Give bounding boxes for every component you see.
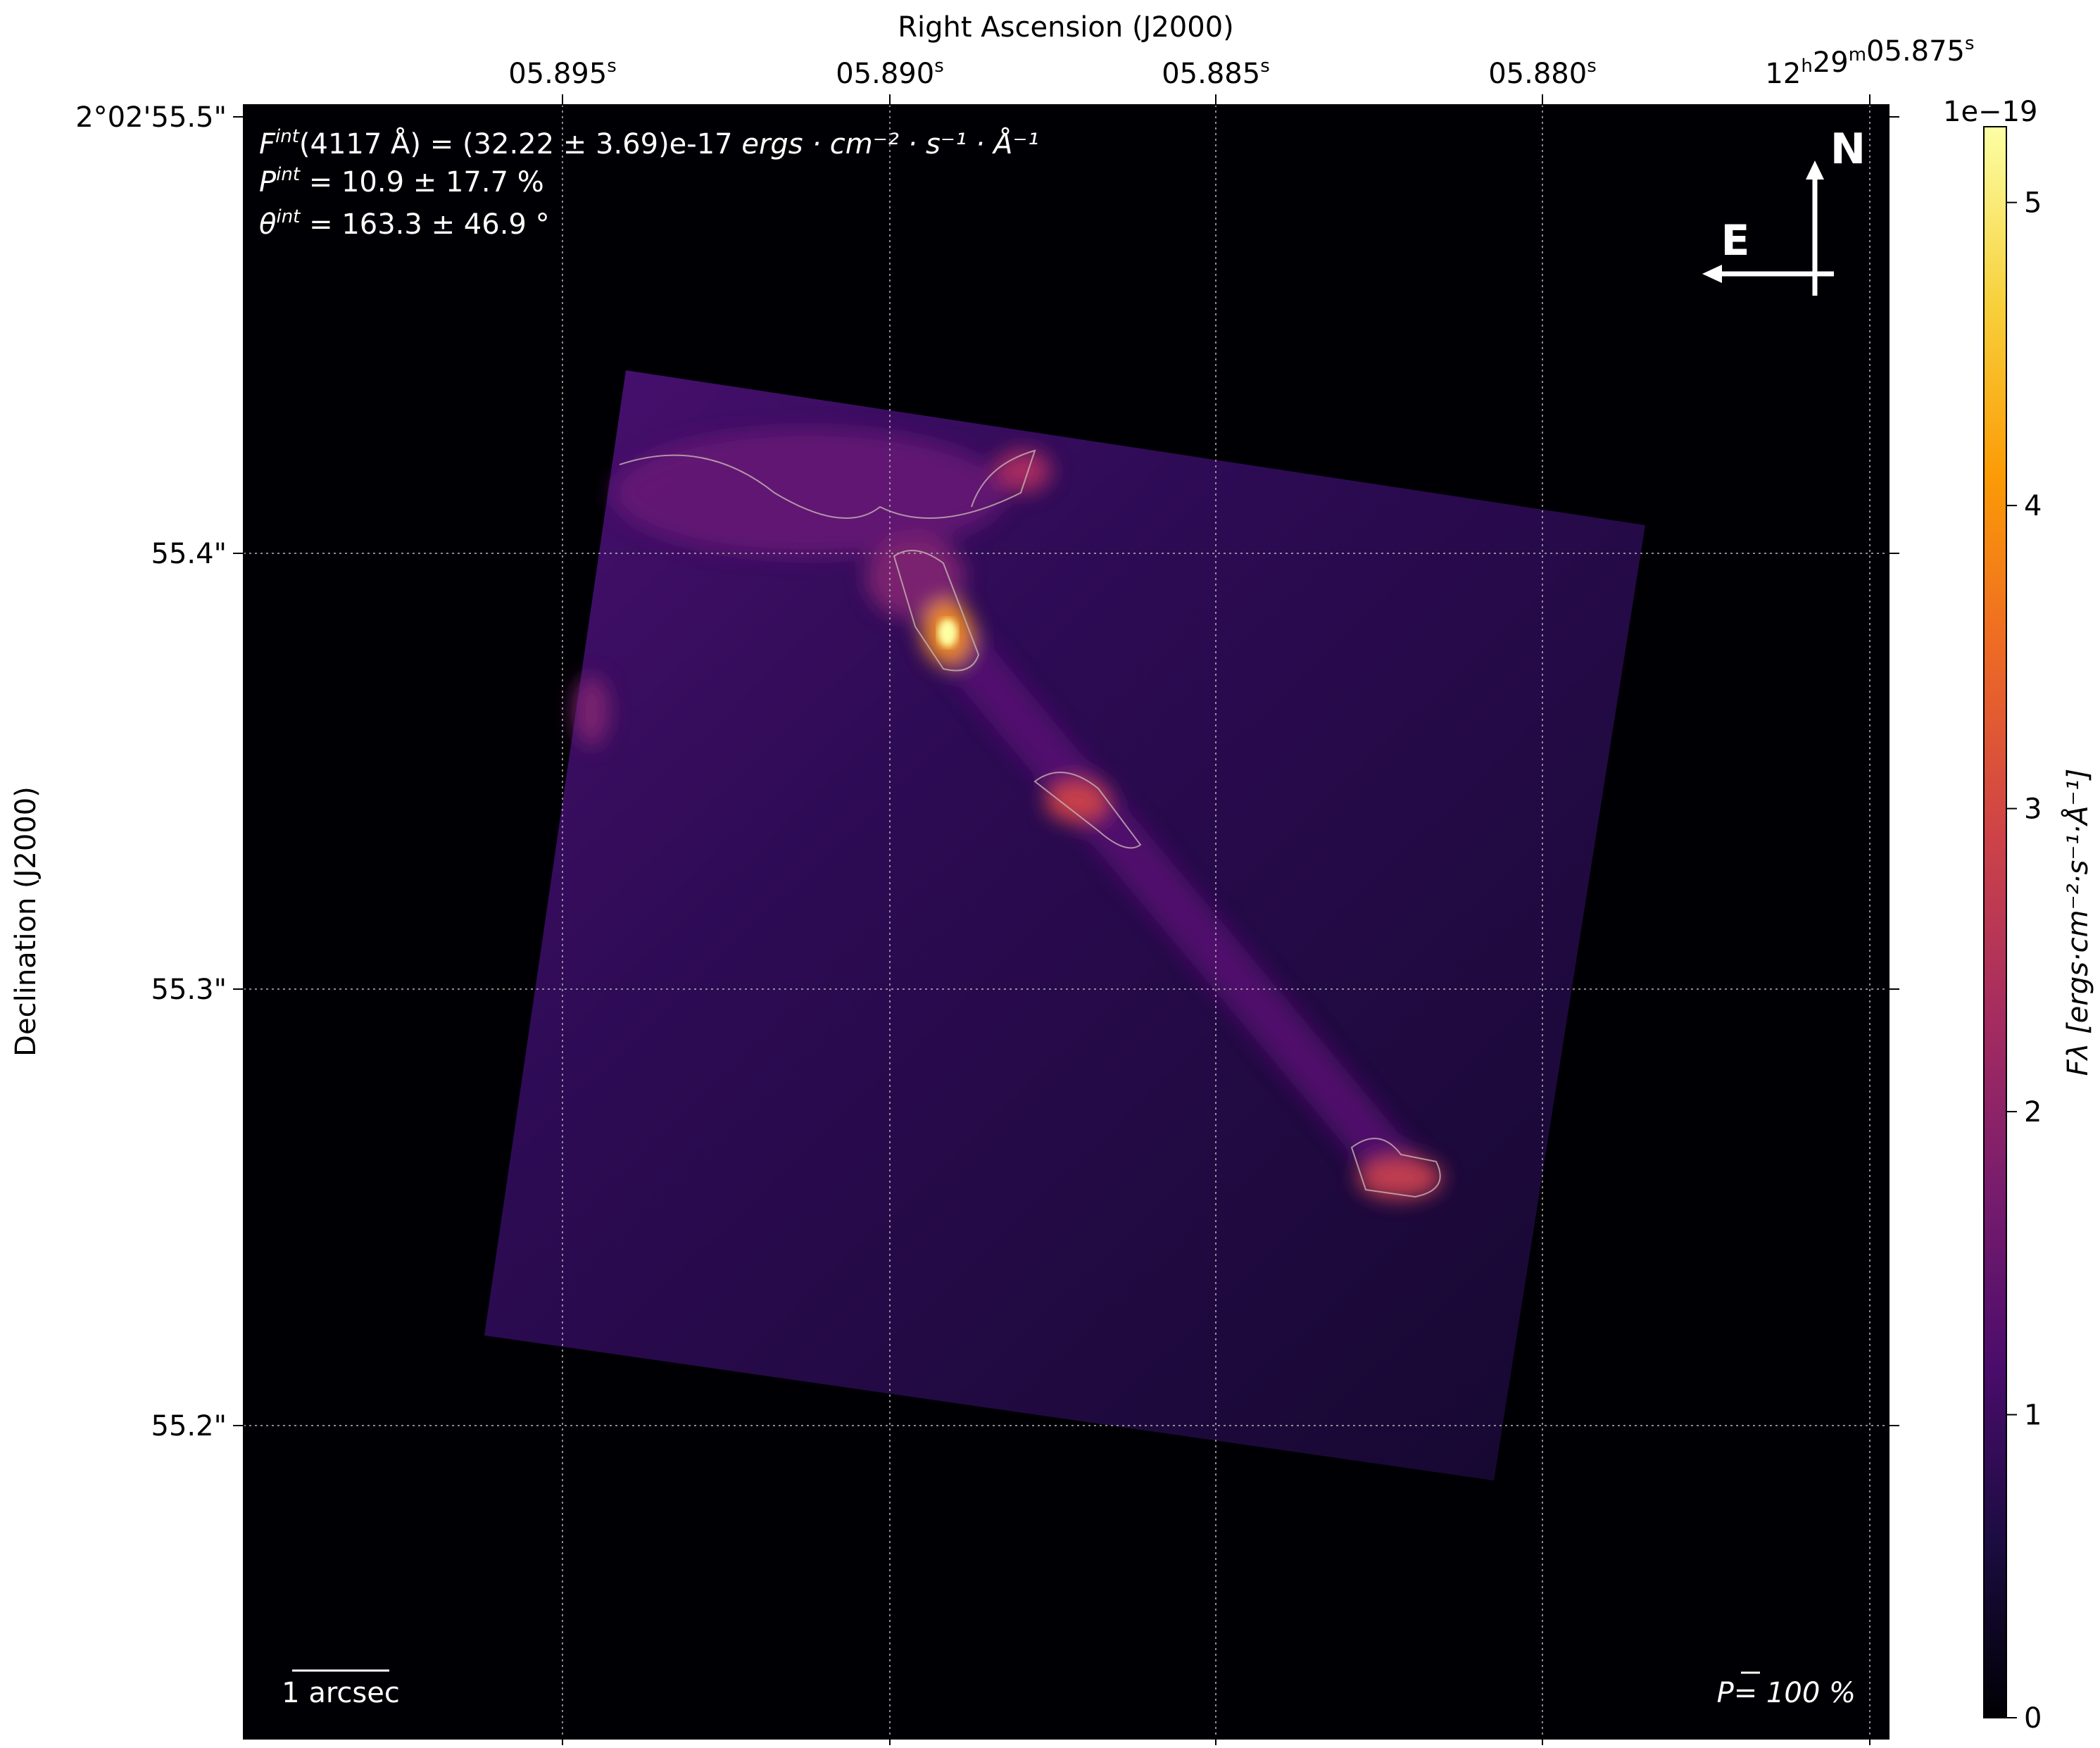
colorbar-label: Fλ [ergs·cm⁻²·s⁻¹·Å⁻¹] [2061,769,2094,1076]
compass: N E [1702,125,1866,296]
polarization-scale-label: P= 100 % [1717,1677,1856,1709]
scale-bar-label: 1 arcsec [282,1677,400,1709]
colorbar-tick-label: 5 [2024,187,2042,220]
flux-annotation: Fint(4117 Å) = (32.22 ± 3.69)e-17 ergs ·… [259,126,1039,161]
angle-annotation: θint = 163.3 ± 46.9 ° [259,206,550,241]
x-tick-label: 05.885s [1162,56,1270,90]
plot-area [244,105,1889,1739]
x-tick-label: 12h29m05.875s [1765,33,1974,90]
y-tick-label: 55.2" [151,1410,227,1442]
colorbar-gradient [1983,126,2007,1718]
contours [619,449,1441,1198]
x-axis-label: Right Ascension (J2000) [898,11,1234,44]
colorbar-tick-label: 4 [2024,490,2042,522]
x-ticks: 05.895s 05.890s 05.885s 05.880s 12h29m05.875… [508,33,1975,1748]
grid [244,105,1889,1739]
colorbar-tick-label: 0 [2024,1702,2042,1735]
x-tick-label: 05.890s [836,56,944,90]
y-ticks: 2°02'55.5" 55.4" 55.3" 55.2" [75,101,1899,1442]
polarization-annotation: Pint = 10.9 ± 17.7 % [259,164,544,199]
colorbar-tick-label: 3 [2024,793,2042,826]
north-label: N [1830,125,1866,174]
colorbar-offset: 1e−19 [1943,96,2037,128]
colorbar: 0 1 2 3 4 5 1e−19 Fλ [ergs·cm⁻²·s⁻¹·Å⁻¹] [1943,96,2094,1735]
colorbar-tick-label: 2 [2024,1096,2042,1128]
image-field [484,370,1645,1480]
y-tick-label: 2°02'55.5" [75,101,227,134]
x-tick-label: 05.880s [1488,56,1597,90]
bright-knot [938,619,957,647]
integrated-values: Fint(4117 Å) = (32.22 ± 3.69)e-17 ergs ·… [259,126,1039,241]
x-tick-label: 05.895s [508,56,617,90]
y-tick-label: 55.4" [151,538,227,570]
plot-frame [243,104,1890,1740]
y-tick-label: 55.3" [151,974,227,1006]
colorbar-tick-label: 1 [2024,1400,2042,1432]
colorbar-ticks: 0 1 2 3 4 5 [2006,187,2042,1735]
east-label: E [1721,216,1750,265]
y-axis-label: Declination (J2000) [10,786,42,1057]
